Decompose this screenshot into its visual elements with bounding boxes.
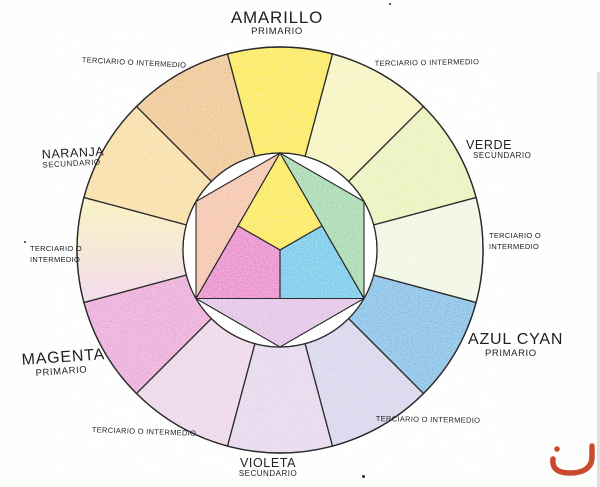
label-magenta: MAGENTA PRIMARIO bbox=[21, 346, 106, 380]
label-tertiary-right-line2: INTERMEDIO bbox=[489, 242, 540, 251]
label-tertiary-left-line2: INTERMEDIO bbox=[30, 255, 81, 264]
label-verde-role: SECUNDARIO bbox=[473, 151, 532, 160]
scan-speck bbox=[24, 241, 26, 243]
label-violeta: VIOLETA SECUNDARIO bbox=[239, 456, 297, 479]
label-tertiary-right-line1: TERCIARIO O bbox=[489, 231, 542, 240]
label-violeta-name: VIOLETA bbox=[239, 456, 297, 470]
logo-mark-icon bbox=[550, 443, 595, 476]
label-verde-name: VERDE bbox=[466, 138, 513, 152]
label-tertiary-right: TERCIARIO O INTERMEDIO bbox=[489, 230, 541, 252]
scan-speck bbox=[362, 475, 365, 478]
label-tertiary-left-line1: TERCIARIO O bbox=[30, 244, 83, 253]
label-amarillo-role: PRIMARIO bbox=[251, 26, 303, 38]
label-azul-cyan: AZUL CYAN PRIMARIO bbox=[468, 331, 563, 360]
label-azul-cyan-name: AZUL CYAN bbox=[468, 331, 564, 348]
label-tertiary-left: TERCIARIO O INTERMEDIO bbox=[30, 243, 82, 265]
label-violeta-role: SECUNDARIO bbox=[238, 469, 298, 478]
label-amarillo-name: AMARILLO bbox=[230, 8, 324, 27]
label-azul-cyan-role: PRIMARIO bbox=[485, 347, 537, 359]
label-tertiary-bottom-right: TERCIARIO O INTERMEDIO bbox=[375, 414, 481, 425]
wheel-line-layer bbox=[76, 46, 484, 454]
label-verde: VERDE SECUNDARIO bbox=[466, 138, 531, 161]
label-amarillo: AMARILLO PRIMARIO bbox=[231, 8, 323, 38]
scan-speck bbox=[389, 3, 391, 5]
label-naranja: NARANJA SECUNDARIO bbox=[41, 144, 105, 170]
scan-edge-shadow bbox=[597, 72, 600, 487]
